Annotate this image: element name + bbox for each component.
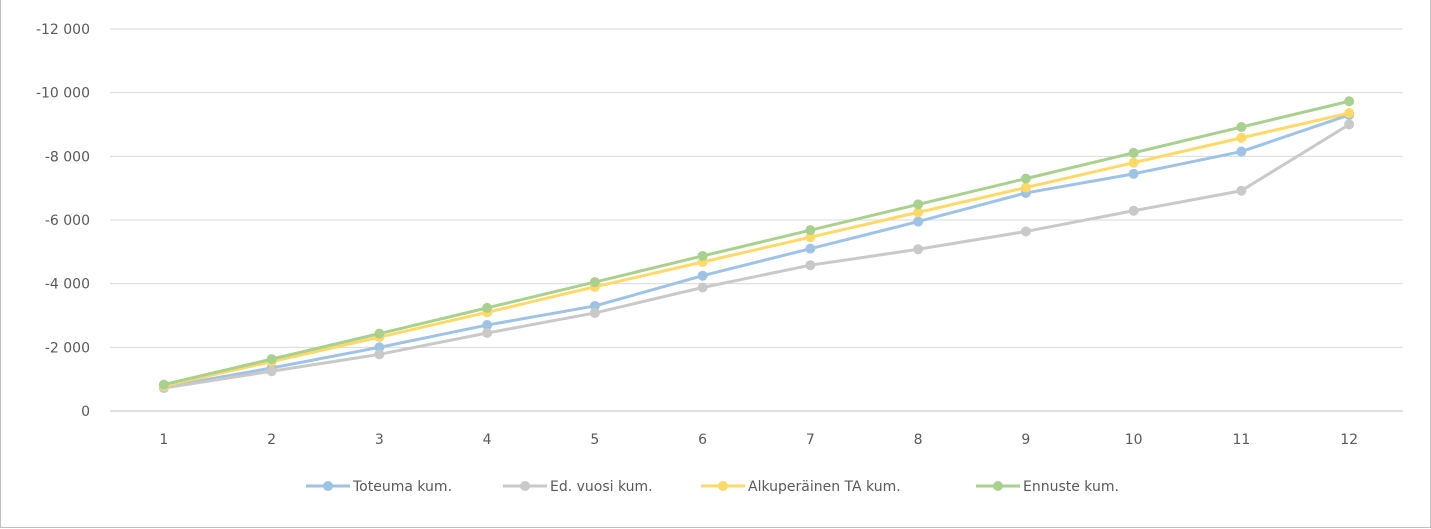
- data-point: [697, 250, 708, 261]
- data-point: [913, 199, 924, 210]
- data-point: [374, 328, 385, 339]
- data-point: [1128, 147, 1139, 158]
- x-tick-label: 8: [914, 432, 923, 448]
- x-tick-label: 10: [1125, 432, 1143, 448]
- data-point: [1020, 182, 1031, 193]
- x-tick-label: 2: [267, 432, 276, 448]
- data-point: [913, 244, 924, 255]
- data-point: [805, 260, 816, 271]
- data-point: [805, 232, 816, 243]
- data-point: [1128, 168, 1139, 179]
- data-point: [589, 307, 600, 318]
- data-point: [913, 207, 924, 218]
- data-point: [482, 320, 493, 331]
- y-tick-label: 0: [81, 404, 90, 420]
- legend-marker: [520, 481, 530, 491]
- data-point: [1236, 132, 1247, 143]
- series-line: [163, 111, 1350, 388]
- data-point: [1236, 146, 1247, 157]
- data-point: [158, 379, 169, 390]
- legend-label: Alkuperäinen TA kum.: [748, 479, 901, 495]
- data-point: [1128, 205, 1139, 216]
- series-line: [163, 123, 1350, 390]
- legend-label: Ed. vuosi kum.: [550, 479, 653, 495]
- y-tick-label: -12 000: [36, 22, 90, 38]
- x-tick-label: 12: [1340, 432, 1358, 448]
- x-tick-label: 1: [159, 432, 168, 448]
- data-point: [266, 366, 277, 377]
- series-2: [158, 119, 1355, 394]
- data-point: [374, 349, 385, 360]
- y-tick-label: -8 000: [45, 149, 90, 165]
- data-point: [805, 225, 816, 236]
- y-tick-label: -4 000: [45, 277, 90, 293]
- legend-label: Ennuste kum.: [1023, 479, 1119, 495]
- x-tick-label: 9: [1021, 432, 1030, 448]
- data-point: [482, 302, 493, 313]
- series-line: [163, 113, 1350, 389]
- legend-marker: [323, 481, 333, 491]
- legend-marker: [993, 481, 1003, 491]
- data-point: [374, 342, 385, 353]
- series-3: [158, 108, 1355, 391]
- data-point: [1344, 96, 1355, 107]
- series-lines: [158, 96, 1355, 394]
- data-point: [266, 354, 277, 365]
- x-tick-label: 7: [806, 432, 815, 448]
- y-axis-tick-labels: 0 -2 000 -4 000 -6 000 -8 000 -10 000 -12 000: [36, 22, 90, 420]
- x-tick-label: 6: [698, 432, 707, 448]
- data-point: [1344, 108, 1355, 119]
- x-tick-label: 4: [483, 432, 492, 448]
- data-point: [589, 300, 600, 311]
- legend-entry: Ed. vuosi kum.: [503, 479, 653, 495]
- data-point: [482, 328, 493, 339]
- series-line: [163, 99, 1350, 387]
- x-axis-tick-labels: 1 2 3 4 5 6 7 8 9 10 11 12: [159, 432, 1358, 448]
- legend-entry: Toteuma kum.: [306, 479, 452, 495]
- y-tick-label: -10 000: [36, 86, 90, 102]
- data-point: [1344, 119, 1355, 130]
- data-point: [589, 277, 600, 288]
- data-point: [1020, 226, 1031, 237]
- y-tick-label: -2 000: [45, 340, 90, 356]
- data-point: [913, 216, 924, 227]
- data-point: [697, 270, 708, 281]
- data-point: [1236, 185, 1247, 196]
- series-4: [158, 96, 1355, 390]
- data-point: [1236, 122, 1247, 133]
- legend: Toteuma kum. Ed. vuosi kum. Alkuperäinen T…: [306, 479, 1119, 495]
- legend-entry: Alkuperäinen TA kum.: [701, 479, 901, 495]
- legend-label: Toteuma kum.: [352, 479, 452, 495]
- legend-marker: [718, 481, 728, 491]
- x-tick-label: 3: [375, 432, 384, 448]
- data-point: [805, 243, 816, 254]
- data-point: [1020, 173, 1031, 184]
- y-tick-label: -6 000: [45, 213, 90, 229]
- x-tick-label: 5: [590, 432, 599, 448]
- legend-entry: Ennuste kum.: [976, 479, 1119, 495]
- data-point: [1128, 157, 1139, 168]
- data-point: [697, 282, 708, 293]
- x-tick-label: 11: [1232, 432, 1250, 448]
